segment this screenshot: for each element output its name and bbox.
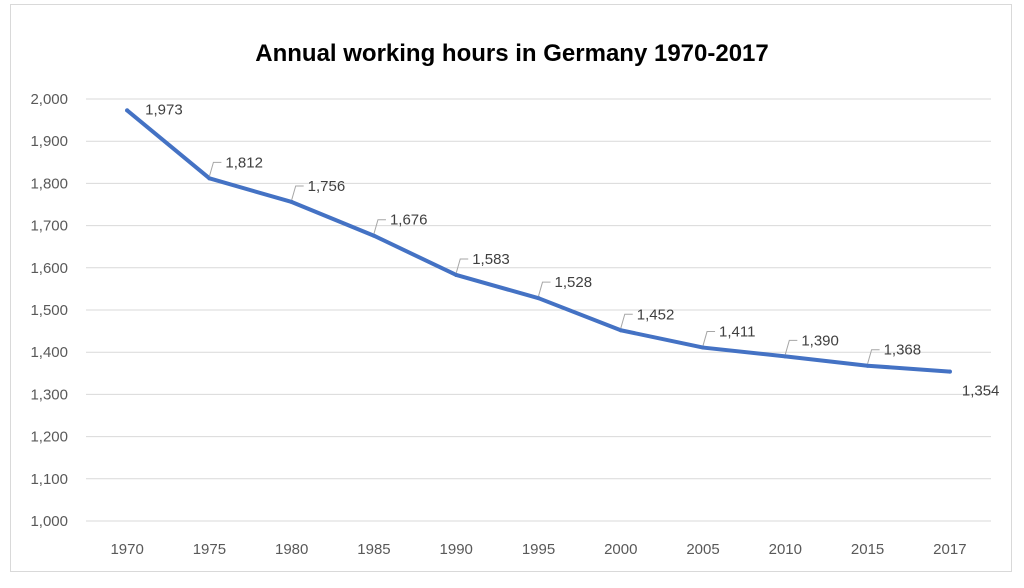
data-label: 1,354: [962, 383, 1000, 400]
x-tick-label: 2017: [933, 541, 966, 558]
y-tick-label: 1,900: [30, 133, 68, 150]
leader-line: [373, 219, 386, 234]
data-point: [536, 296, 541, 301]
data-label: 1,812: [225, 154, 263, 171]
y-tick-label: 1,500: [30, 302, 68, 319]
y-tick-label: 1,800: [30, 175, 68, 192]
data-label: 1,390: [801, 332, 839, 349]
x-tick-label: 1970: [110, 541, 143, 558]
data-point: [865, 363, 870, 368]
leader-line: [784, 339, 798, 355]
data-point: [783, 354, 788, 359]
data-point: [371, 233, 376, 238]
chart-title: Annual working hours in Germany 1970-201…: [255, 40, 769, 67]
leader-line: [538, 281, 551, 297]
x-tick-label: 2000: [604, 541, 637, 558]
x-tick-label: 2010: [769, 541, 802, 558]
y-tick-label: 1,300: [30, 386, 68, 403]
y-tick-label: 1,400: [30, 344, 68, 361]
data-label: 1,452: [637, 306, 675, 323]
data-label: 1,528: [555, 274, 593, 291]
data-label: 1,583: [472, 251, 510, 268]
leader-line: [208, 161, 222, 177]
x-tick-label: 1995: [522, 541, 555, 558]
data-label: 1,756: [308, 178, 346, 195]
x-tick-label: 1980: [275, 541, 308, 558]
y-tick-label: 1,600: [30, 260, 68, 277]
data-label: 1,973: [145, 101, 183, 118]
leader-line: [702, 331, 716, 346]
leader-line: [867, 349, 880, 364]
x-tick-label: 2015: [851, 541, 884, 558]
y-tick-label: 1,100: [30, 471, 68, 488]
data-point: [207, 176, 212, 181]
x-tick-label: 2005: [686, 541, 719, 558]
data-point: [947, 369, 952, 374]
y-tick-label: 1,000: [30, 513, 68, 530]
y-tick-label: 1,700: [30, 218, 68, 235]
data-point: [125, 108, 130, 113]
data-point: [701, 345, 706, 350]
data-label: 1,368: [884, 342, 922, 359]
data-point: [289, 199, 294, 204]
leader-line: [291, 185, 304, 201]
y-tick-label: 1,200: [30, 429, 68, 446]
data-point: [454, 272, 459, 277]
x-tick-label: 1985: [357, 541, 390, 558]
data-label: 1,411: [719, 324, 755, 341]
x-tick-label: 1975: [193, 541, 226, 558]
data-label: 1,676: [390, 212, 428, 229]
x-tick-label: 1990: [440, 541, 473, 558]
data-point: [618, 328, 623, 333]
chart-frame: [10, 4, 1012, 572]
leader-line: [620, 313, 633, 329]
leader-line: [455, 258, 469, 274]
y-tick-label: 2,000: [30, 91, 68, 108]
